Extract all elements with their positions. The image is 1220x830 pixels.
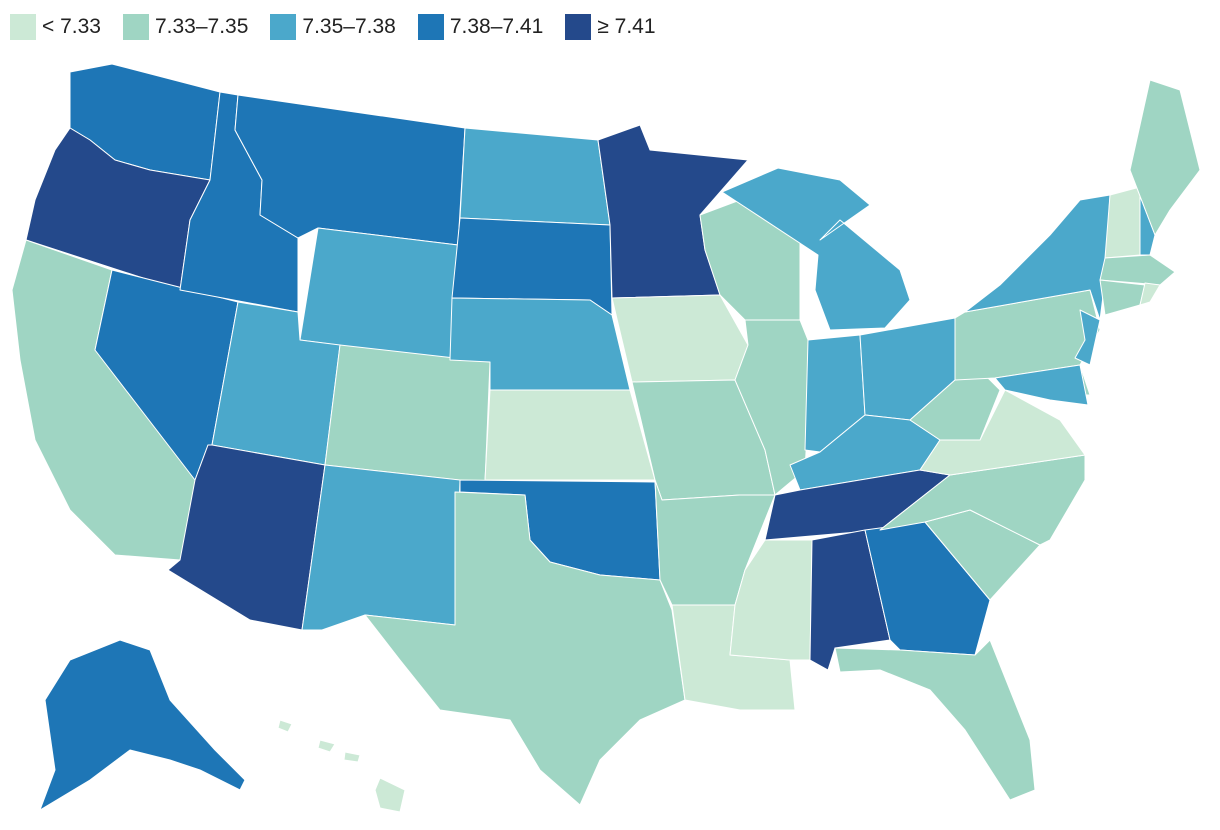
state-ia[interactable]: [611, 294, 749, 383]
legend-label: ≥ 7.41: [597, 15, 656, 38]
state-nj[interactable]: [1074, 309, 1101, 366]
state-md[interactable]: [994, 364, 1089, 406]
state-ma[interactable]: [1099, 254, 1176, 286]
legend-swatch: [565, 14, 592, 40]
state-hi[interactable]: [277, 719, 406, 813]
state-nc[interactable]: [879, 454, 1086, 546]
legend-item-5: ≥ 7.41: [565, 14, 656, 40]
legend-swatch: [270, 14, 297, 40]
legend-label: 7.38–7.41: [449, 15, 544, 38]
state-me[interactable]: [1129, 79, 1201, 236]
legend-label: 7.33–7.35: [154, 15, 249, 38]
state-tx[interactable]: [364, 491, 686, 806]
state-nm[interactable]: [301, 464, 461, 631]
state-co[interactable]: [324, 344, 491, 484]
legend-item-2: 7.33–7.35: [122, 14, 249, 40]
legend-label: 7.35–7.38: [302, 15, 396, 38]
state-ks[interactable]: [484, 389, 656, 481]
legend-swatch: [10, 14, 36, 40]
state-wy[interactable]: [299, 227, 459, 361]
state-mi[interactable]: [721, 167, 911, 331]
state-ak[interactable]: [39, 639, 246, 811]
state-fl[interactable]: [834, 639, 1036, 801]
legend-swatch: [122, 14, 149, 40]
state-vt[interactable]: [1104, 186, 1141, 259]
legend-item-1: < 7.33: [10, 14, 101, 40]
legend-item-3: 7.35–7.38: [270, 14, 396, 40]
map-legend: < 7.33 7.33–7.35 7.35–7.38 7.38–7.41 ≥ 7…: [10, 14, 678, 40]
state-ri[interactable]: [1139, 282, 1161, 306]
legend-item-4: 7.38–7.41: [417, 14, 544, 40]
legend-label: < 7.33: [42, 15, 101, 38]
legend-swatch: [417, 14, 444, 40]
state-ct[interactable]: [1099, 279, 1146, 316]
state-nd[interactable]: [459, 127, 611, 226]
